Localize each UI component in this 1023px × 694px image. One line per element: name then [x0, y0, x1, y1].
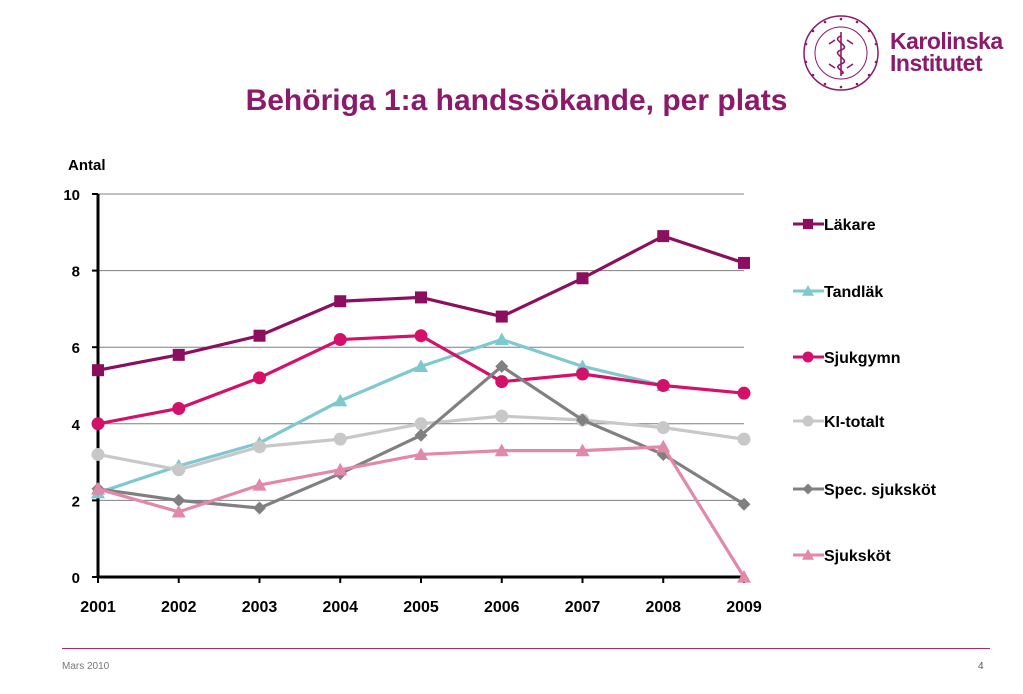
point-ki-totalt-2005 [414, 417, 428, 431]
point-läkare-2003 [253, 329, 266, 342]
point-sjukgymn-2008 [656, 379, 670, 392]
point-sjuksköt-2009 [737, 570, 751, 583]
legend-label-sjuksköt: Sjuksköt [824, 548, 891, 565]
x-tick-label-2009: 2009 [726, 599, 762, 616]
point-spec-sjuksköt-2009 [737, 497, 751, 511]
series-line-tandläk [97, 337, 664, 495]
point-läkare-2007 [576, 272, 589, 285]
footer-date: Mars 2010 [62, 661, 110, 672]
point-sjuksköt-2004 [333, 462, 348, 476]
x-tick-label-2007: 2007 [565, 599, 601, 616]
legend-item-ki-totalt: KI-totalt [793, 414, 885, 431]
point-sjuksköt-2006 [494, 443, 509, 457]
point-ki-totalt-2009 [737, 432, 751, 446]
y-tick-label-4: 4 [72, 417, 81, 434]
point-tandläk-2006 [494, 332, 509, 346]
legend-label-spec-sjuksköt: Spec. sjuksköt [824, 482, 937, 499]
legend-label-ki-totalt: KI-totalt [824, 414, 885, 431]
point-ki-totalt-2008 [656, 421, 670, 435]
point-tandläk-2005 [414, 359, 428, 372]
y-axis-label: Antal [68, 157, 106, 174]
point-sjukgymn-2001 [91, 417, 105, 431]
point-läkare-2001 [92, 364, 104, 377]
x-tick-label-2002: 2002 [161, 599, 197, 616]
point-sjukgymn-2007 [576, 367, 589, 381]
legend-label-läkare: Läkare [824, 217, 876, 234]
y-tick-label-0: 0 [72, 570, 80, 587]
y-tick-label-8: 8 [72, 264, 80, 281]
legend-item-sjukgymn: Sjukgymn [793, 350, 900, 367]
point-sjuksköt-2002 [171, 504, 186, 518]
footer-divider [62, 648, 990, 649]
karolinska-seal-logo [803, 15, 879, 91]
point-ki-totalt-2003 [253, 440, 266, 454]
point-sjuksköt-2003 [252, 478, 267, 491]
point-tandläk-2004 [333, 393, 348, 407]
point-sjuksköt-2008 [656, 439, 671, 453]
point-spec-sjuksköt-2005 [414, 428, 428, 442]
legend-item-sjuksköt: Sjuksköt [793, 548, 891, 565]
series-lines [91, 230, 751, 583]
point-ki-totalt-2002 [172, 463, 186, 477]
legend-swatch-marker-sjuksköt [802, 549, 814, 560]
series-line-sjukgymn [97, 334, 745, 426]
legend-swatch-marker-ki-totalt [802, 415, 814, 427]
x-tick-label-2004: 2004 [322, 599, 358, 616]
logo-name-line1: Karolinska [890, 28, 1003, 54]
tick-labels: 0 2 4 6 8 10 2001 2002 2003 2004 2005 2006 2007 2008 2… [63, 187, 762, 616]
series-läkare [92, 230, 750, 377]
page-number: 4 [978, 661, 984, 672]
y-tick-label-2: 2 [72, 493, 80, 510]
point-sjuksköt-2005 [414, 447, 428, 461]
series-ki-totalt [91, 409, 751, 477]
point-läkare-2008 [657, 230, 670, 243]
legend-item-spec-sjuksköt: Spec. sjuksköt [793, 482, 937, 499]
point-ki-totalt-2001 [91, 447, 105, 461]
logo-name-line2: Institutet [890, 50, 983, 76]
legend-item-läkare: Läkare [793, 217, 876, 234]
x-tick-label-2006: 2006 [484, 599, 520, 616]
point-ki-totalt-2006 [495, 409, 509, 423]
slide-title: Behöriga 1:a handssökande, per plats [245, 84, 788, 117]
legend-item-tandläk: Tandläk [793, 284, 883, 301]
legend: Läkare Tandläk Sjukgymn KI-totalt Spec. sjuk… [793, 217, 937, 565]
point-spec-sjuksköt-2003 [253, 501, 266, 515]
point-sjuksköt-2007 [575, 443, 590, 457]
point-läkare-2009 [738, 256, 750, 269]
legend-swatch-marker-spec-sjuksköt [802, 483, 814, 495]
point-läkare-2002 [172, 348, 185, 361]
legend-swatch-marker-sjukgymn [802, 351, 814, 363]
x-tick-label-2005: 2005 [403, 599, 439, 616]
point-sjukgymn-2002 [172, 401, 186, 415]
x-tick-label-2008: 2008 [645, 599, 681, 616]
line-chart: 0 2 4 6 8 10 2001 2002 2003 2004 2005 2006 2007 2008 2… [63, 157, 937, 616]
point-spec-sjuksköt-2006 [495, 359, 509, 373]
point-sjukgymn-2009 [737, 386, 751, 400]
point-spec-sjuksköt-2002 [172, 493, 186, 507]
point-ki-totalt-2004 [333, 432, 347, 446]
point-sjukgymn-2004 [333, 333, 347, 347]
x-tick-label-2003: 2003 [242, 599, 278, 616]
axes [92, 193, 745, 583]
point-spec-sjuksköt-2007 [576, 413, 589, 427]
point-sjukgymn-2006 [495, 375, 509, 389]
point-sjukgymn-2005 [414, 329, 428, 343]
legend-swatch-marker-tandläk [802, 285, 814, 296]
series-sjuksköt [91, 439, 751, 583]
series-sjukgymn [91, 329, 751, 431]
y-tick-label-6: 6 [72, 340, 80, 357]
point-sjuksköt-2001 [91, 481, 105, 495]
legend-swatch-marker-läkare [802, 218, 814, 230]
legend-label-sjukgymn: Sjukgymn [824, 350, 900, 367]
legend-label-tandläk: Tandläk [824, 284, 883, 301]
point-läkare-2004 [334, 295, 347, 308]
x-tick-label-2001: 2001 [80, 599, 116, 616]
y-tick-label-10: 10 [63, 187, 80, 204]
point-sjukgymn-2003 [253, 371, 266, 385]
point-läkare-2005 [415, 291, 427, 304]
point-läkare-2006 [495, 310, 508, 323]
